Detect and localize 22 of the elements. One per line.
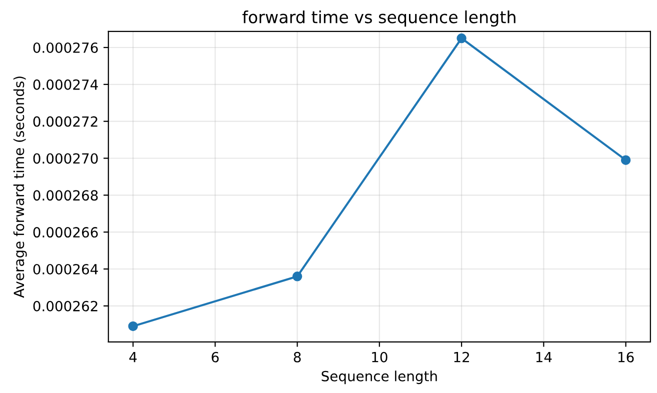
y-tick-label: 0.000264 [33,264,98,274]
x-tick-label: 12 [454,352,469,362]
point [620,155,631,165]
x-tick-label: 8 [294,352,301,362]
point [456,33,466,44]
y-tick-label: 0.000270 [33,153,98,164]
x-tick-label: 16 [618,352,634,362]
x-tick-label: 14 [536,352,552,362]
x-axis-title: Sequence length [322,370,437,384]
x-tick-label: 10 [372,352,388,362]
chart-title: forward time vs sequence length [242,10,516,27]
y-tick-label: 0.000274 [33,79,98,90]
y-tick-label: 0.000262 [33,300,98,312]
point [292,272,302,282]
y-tick-label: 0.000266 [33,227,98,238]
y-tick-label: 0.000272 [33,116,98,127]
y-tick-label: 0.000276 [33,42,98,53]
point [128,321,138,332]
x-tick-label: 4 [129,352,137,362]
x-tick-label: 6 [212,352,219,362]
y-tick-label: 0.000268 [33,190,98,201]
y-axis-title: Average forward time (seconds) [13,76,27,298]
